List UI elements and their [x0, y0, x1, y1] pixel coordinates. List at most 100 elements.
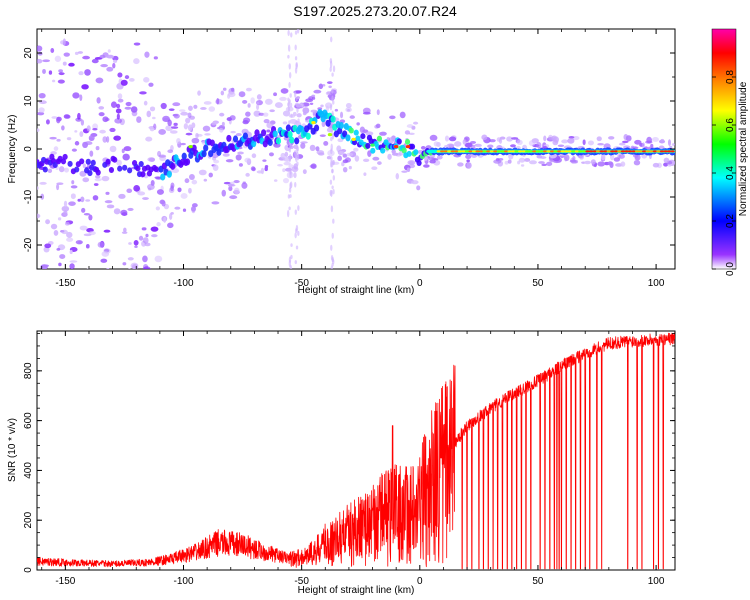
heatmap-cell	[444, 145, 449, 148]
heatmap-cell	[93, 183, 99, 186]
heatmap-cell	[63, 114, 70, 119]
heatmap-cell	[309, 102, 314, 106]
heatmap-cell	[506, 136, 513, 142]
heatmap-cell	[564, 150, 569, 153]
snr-y-ticks: 0 200 400 600 800	[23, 333, 675, 573]
heatmap-cell	[659, 150, 665, 153]
heatmap-cell	[557, 144, 565, 147]
heatmap-cell	[342, 130, 348, 138]
heatmap-cell	[66, 231, 73, 238]
heatmap-cell	[118, 193, 126, 199]
heatmap-cell	[62, 61, 67, 66]
heatmap-cell	[230, 87, 235, 92]
heatmap-cell	[525, 150, 530, 153]
heatmap-cell	[567, 150, 573, 153]
heatmap-cell	[670, 150, 675, 153]
heatmap-cell	[444, 135, 450, 142]
heatmap-cell	[163, 216, 167, 223]
heatmap-cell	[557, 150, 562, 153]
heatmap-cell	[371, 166, 378, 171]
heatmap-cell	[551, 135, 556, 142]
heatmap-cell	[560, 150, 565, 153]
heatmap-cell	[331, 168, 334, 174]
heatmap-cell	[606, 150, 612, 153]
heatmap-cell	[546, 150, 551, 153]
heatmap-cell	[413, 121, 419, 125]
heatmap-cell	[549, 150, 555, 153]
heatmap-cell	[89, 150, 94, 157]
heatmap-cell	[287, 130, 293, 138]
heatmap-cell	[262, 159, 267, 162]
colorbar-label: Normalized spectral amplitude	[738, 81, 749, 216]
heatmap-cell	[228, 186, 233, 192]
heatmap-cell	[143, 77, 150, 83]
heatmap-cell	[149, 126, 155, 132]
heatmap-cell	[329, 104, 333, 111]
heatmap-cell	[588, 150, 594, 153]
x-tick-label: -150	[55, 278, 75, 289]
heatmap-cell	[332, 189, 335, 195]
heatmap-cell	[135, 165, 141, 172]
heatmap-cell	[287, 97, 290, 102]
heatmap-cell	[49, 136, 57, 140]
heatmap-cell	[285, 124, 292, 132]
figure-title: S197.2025.273.20.07.R24	[293, 3, 457, 19]
heatmap-cell	[404, 138, 411, 145]
heatmap-cell	[95, 146, 100, 151]
heatmap-cell	[294, 260, 297, 265]
heatmap-cell	[329, 58, 333, 64]
heatmap-cell	[121, 231, 128, 234]
heatmap-cell	[37, 186, 39, 190]
heatmap-cell	[360, 133, 366, 140]
heatmap-cell	[328, 85, 332, 89]
heatmap-cell	[499, 136, 506, 140]
heatmap-cell	[92, 123, 99, 130]
heatmap-cell	[489, 150, 495, 153]
heatmap-cell	[457, 150, 463, 153]
heatmap-cell	[197, 90, 201, 96]
heatmap-cell	[280, 152, 286, 159]
heatmap-cell	[52, 161, 58, 168]
heatmap-cell	[287, 106, 291, 112]
heatmap-cell	[144, 51, 150, 58]
heatmap-cell	[524, 158, 531, 162]
heatmap-cell	[82, 141, 89, 149]
heatmap-cell	[42, 59, 51, 63]
heatmap-cell	[84, 69, 91, 76]
heatmap-cell	[376, 135, 382, 142]
heatmap-cell	[457, 162, 464, 167]
heatmap-cell	[346, 152, 354, 157]
heatmap-cell	[293, 90, 297, 98]
heatmap-cell	[633, 159, 641, 166]
heatmap-cell	[268, 152, 274, 157]
heatmap-cell	[52, 79, 56, 83]
heatmap-cell	[134, 245, 138, 248]
heatmap-cell	[331, 232, 334, 239]
heatmap-cell	[406, 167, 411, 173]
heatmap-cell	[45, 219, 50, 225]
heatmap-cell	[256, 170, 263, 174]
heatmap-cell	[543, 135, 547, 142]
x-tick-label: 0	[417, 278, 423, 289]
heatmap-cell	[624, 150, 629, 153]
heatmap-cell	[277, 164, 283, 167]
heatmap-cell	[275, 137, 282, 145]
heatmap-cell	[66, 237, 74, 242]
heatmap-cell	[574, 150, 580, 153]
heatmap-cell	[129, 78, 135, 82]
heatmap-cell	[297, 230, 300, 236]
heatmap-cell	[38, 92, 46, 99]
heatmap-cell	[208, 150, 214, 158]
heatmap-cell	[274, 102, 283, 108]
heatmap-cell	[331, 185, 334, 190]
heatmap-cell	[337, 155, 342, 162]
heatmap-cell	[140, 171, 146, 178]
heatmap-cell	[251, 167, 256, 172]
heatmap-cell	[330, 244, 333, 251]
heatmap-cell	[650, 143, 654, 148]
heatmap-cell	[282, 177, 290, 184]
heatmap-cell	[447, 150, 452, 153]
heatmap-cell	[71, 148, 77, 152]
heatmap-cell	[656, 150, 661, 153]
heatmap-cell	[264, 166, 268, 172]
